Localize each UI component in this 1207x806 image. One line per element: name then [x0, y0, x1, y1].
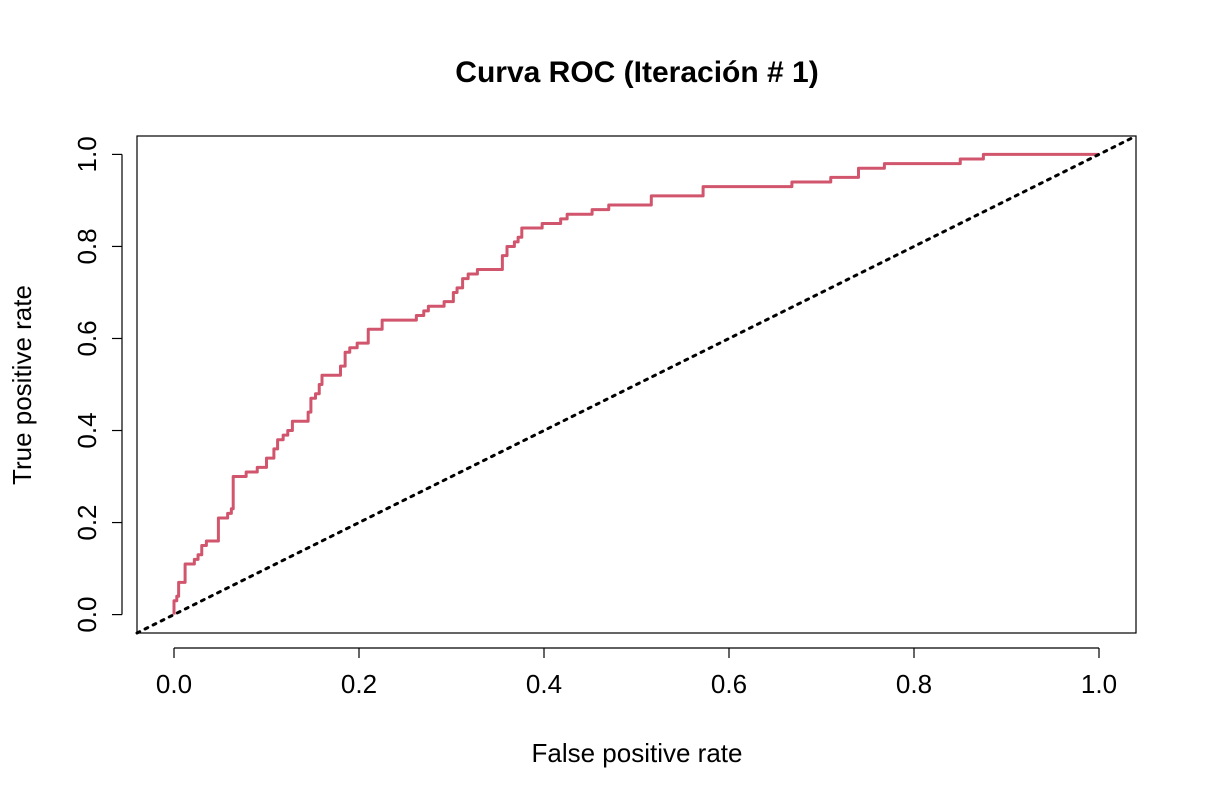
y-axis-label: True positive rate [7, 285, 37, 485]
x-tick-label: 0.4 [526, 669, 562, 699]
y-tick-label: 0.2 [72, 504, 102, 540]
diagonal-reference-line [135, 134, 1138, 635]
x-tick-label: 0.8 [896, 669, 932, 699]
y-tick-label: 0.4 [72, 412, 102, 448]
x-tick-label: 0.0 [156, 669, 192, 699]
chart-title: Curva ROC (Iteración # 1) [455, 56, 818, 89]
x-tick-label: 0.2 [341, 669, 377, 699]
y-axis: 0.0 0.2 0.4 0.6 0.8 1.0 [72, 136, 123, 633]
y-tick-label: 0.0 [72, 597, 102, 633]
series-layer [135, 134, 1138, 635]
x-axis-label: False positive rate [532, 738, 743, 768]
x-axis: 0.0 0.2 0.4 0.6 0.8 1.0 [156, 647, 1117, 699]
x-tick-label: 1.0 [1081, 669, 1117, 699]
y-tick-label: 1.0 [72, 136, 102, 172]
plot-border [136, 135, 1137, 634]
y-tick-label: 0.8 [72, 228, 102, 264]
y-tick-label: 0.6 [72, 320, 102, 356]
x-tick-label: 0.6 [711, 669, 747, 699]
roc-curve-line [172, 152, 1099, 615]
